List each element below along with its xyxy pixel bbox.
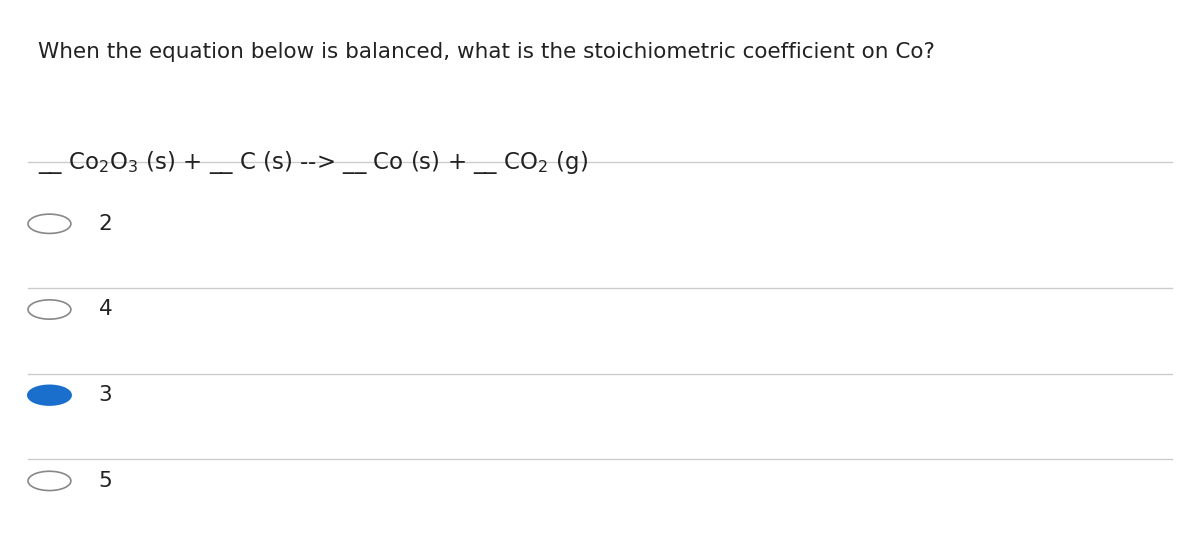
- Text: 4: 4: [98, 300, 113, 319]
- Circle shape: [28, 214, 71, 233]
- Circle shape: [28, 300, 71, 319]
- Text: 2: 2: [98, 214, 113, 234]
- Text: 3: 3: [98, 385, 113, 405]
- Text: $\_\_$ Co$_2$O$_3$ (s) + $\_\_$ C (s) --> $\_\_$ Co (s) + $\_\_$ CO$_2$ (g): $\_\_$ Co$_2$O$_3$ (s) + $\_\_$ C (s) --…: [37, 149, 588, 176]
- Circle shape: [28, 386, 71, 405]
- Circle shape: [28, 471, 71, 491]
- Text: When the equation below is balanced, what is the stoichiometric coefficient on C: When the equation below is balanced, wha…: [37, 42, 935, 61]
- Text: 5: 5: [98, 471, 113, 491]
